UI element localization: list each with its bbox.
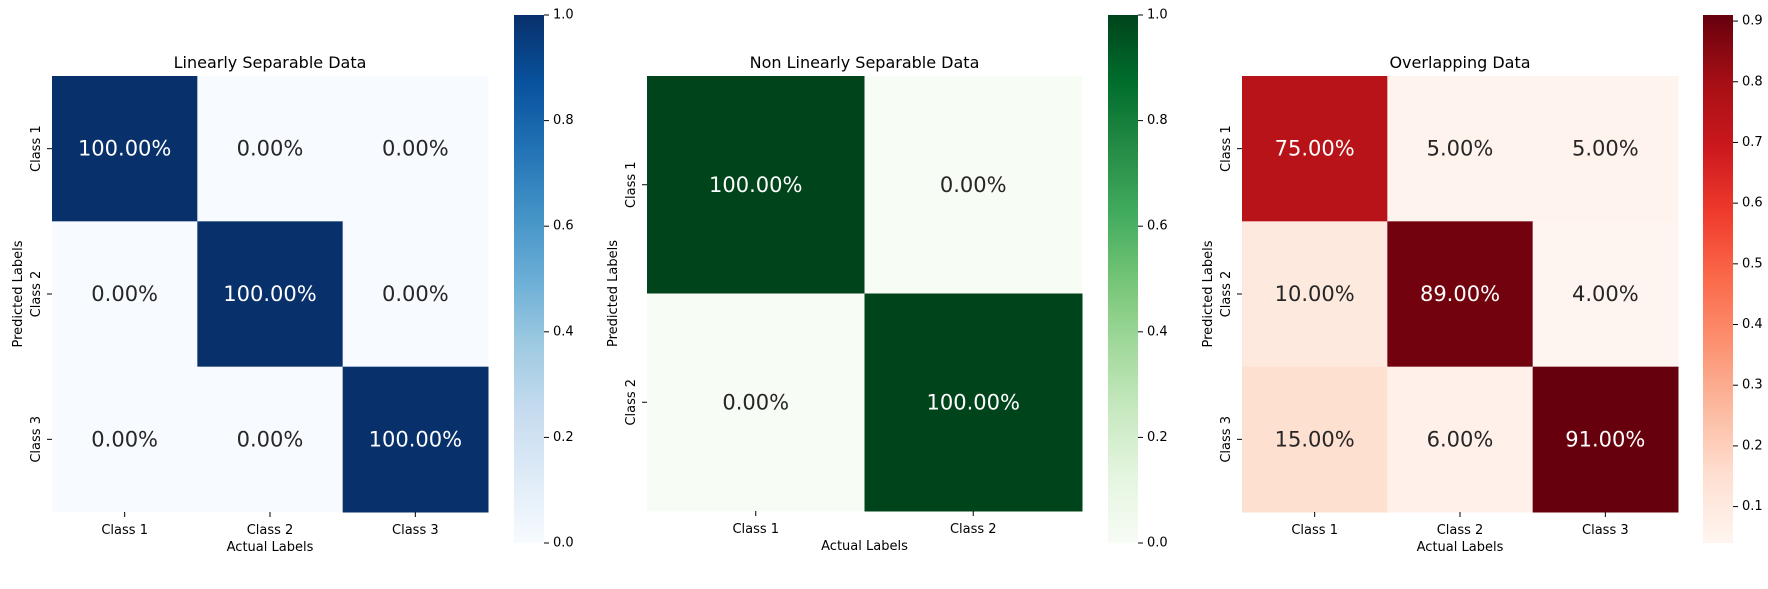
y-tick-label: Class 1 [1219,125,1234,172]
x-tick-label: Class 2 [950,522,997,537]
cell-annotation: 6.00% [1427,427,1494,451]
y-tick-label: Class 1 [29,125,44,172]
y-tick-label: Class 2 [1219,271,1234,318]
heatmap-cell [1242,366,1388,513]
cell-annotation: 10.00% [1275,282,1355,306]
colorbar-tick-label: 0.2 [1742,438,1763,453]
colorbar-tick-label: 0.4 [1147,324,1168,339]
cell-annotation: 0.00% [237,137,304,161]
y-tick-label: Class 3 [29,416,44,463]
heatmap-cell [1532,221,1679,368]
colorbar-tick-label: 1.0 [553,8,574,23]
x-tick-label: Class 2 [1437,523,1484,538]
colorbar-tick-label: 0.7 [1742,135,1763,150]
cell-annotation: 89.00% [1420,282,1500,306]
heatmap-cell [1532,366,1679,513]
heatmap-cell [197,366,344,513]
y-axis-label: Predicted Labels [11,240,26,347]
cell-annotation: 91.00% [1565,427,1645,451]
heatmap-cell [864,293,1083,512]
colorbar-tick-label: 0.6 [1742,196,1763,211]
colorbar-tick-label: 0.3 [1742,378,1763,393]
colorbar-tick-label: 0.2 [553,430,574,445]
colorbar-tick-label: 0.4 [1742,317,1763,332]
heatmap-cell [1242,76,1388,222]
colorbar-tick-label: 0.1 [1742,499,1763,514]
x-tick-label: Class 1 [732,522,779,537]
cell-annotation: 75.00% [1275,137,1355,161]
y-tick-label: Class 2 [624,379,639,426]
x-axis-label: Actual Labels [821,539,908,554]
heatmap-cell [647,76,865,294]
colorbar-tick-label: 0.2 [1147,430,1168,445]
heatmap-cell [342,366,489,513]
x-tick-label: Class 3 [1582,523,1629,538]
cell-annotation: 0.00% [382,137,449,161]
x-tick-label: Class 2 [247,523,294,538]
colorbar-tick-label: 0.4 [553,324,574,339]
cell-annotation: 100.00% [78,137,171,161]
y-tick-label: Class 2 [29,271,44,318]
y-axis-label: Predicted Labels [606,240,621,347]
heatmap-cell [197,76,344,222]
heatmap-cell [52,366,198,513]
colorbar-tick-label: 0.8 [1147,113,1168,128]
x-axis-label: Actual Labels [227,540,314,555]
colorbar-tick-label: 0.0 [553,536,574,551]
cell-annotation: 4.00% [1572,282,1639,306]
colorbar [1108,15,1138,543]
y-axis-label: Predicted Labels [1201,240,1216,347]
heatmap-cell [342,76,489,222]
x-tick-label: Class 3 [392,523,439,538]
cell-annotation: 0.00% [722,390,789,414]
heatmap-cell [647,293,865,512]
heatmap-cell [52,221,198,368]
colorbar-tick-label: 1.0 [1147,8,1168,23]
x-tick-label: Class 1 [101,523,148,538]
x-tick-label: Class 1 [1291,523,1338,538]
heatmap-cell [342,221,489,368]
heatmap-cell [1387,76,1534,222]
colorbar-tick-label: 0.9 [1742,14,1763,29]
cell-annotation: 0.00% [237,427,304,451]
cell-annotation: 0.00% [91,282,158,306]
cell-annotation: 0.00% [382,282,449,306]
heatmap-cell [52,76,198,222]
colorbar-tick-label: 0.6 [553,219,574,234]
heatmap-cell [1387,366,1534,513]
chart-title: Overlapping Data [1389,53,1530,72]
heatmap-cell [1532,76,1679,222]
cell-annotation: 5.00% [1427,137,1494,161]
heatmap-cell [197,221,344,368]
cell-annotation: 5.00% [1572,137,1639,161]
colorbar [1703,15,1733,543]
cell-annotation: 100.00% [369,427,462,451]
colorbar-tick-label: 0.5 [1742,256,1763,271]
colorbar-tick-label: 0.6 [1147,219,1168,234]
cell-annotation: 0.00% [91,427,158,451]
cell-annotation: 100.00% [709,173,802,197]
heatmap-cell [1387,221,1534,368]
colorbar [514,15,544,543]
cell-annotation: 100.00% [927,390,1020,414]
heatmap-cell [1242,221,1388,368]
cell-annotation: 0.00% [940,173,1007,197]
chart-title: Linearly Separable Data [174,53,367,72]
colorbar-tick-label: 0.8 [553,113,574,128]
colorbar-tick-label: 0.0 [1147,536,1168,551]
y-tick-label: Class 3 [1219,416,1234,463]
heatmap-panel-3: Overlapping Data 75.00% 5.00% 5.00% 10.00% 89… [1201,14,1763,555]
y-tick-label: Class 1 [624,161,639,208]
cell-annotation: 100.00% [223,282,316,306]
colorbar-tick-label: 0.8 [1742,74,1763,89]
heatmap-panel-1: Linearly Separable Data 100.00% 0.00% 0.00%… [11,8,574,556]
heatmap-panel-2: Non Linearly Separable Data 100.00% 0.00% 0… [606,8,1168,555]
heatmap-cell [864,76,1083,294]
cell-annotation: 15.00% [1275,427,1355,451]
x-axis-label: Actual Labels [1417,540,1504,555]
chart-title: Non Linearly Separable Data [750,53,980,72]
